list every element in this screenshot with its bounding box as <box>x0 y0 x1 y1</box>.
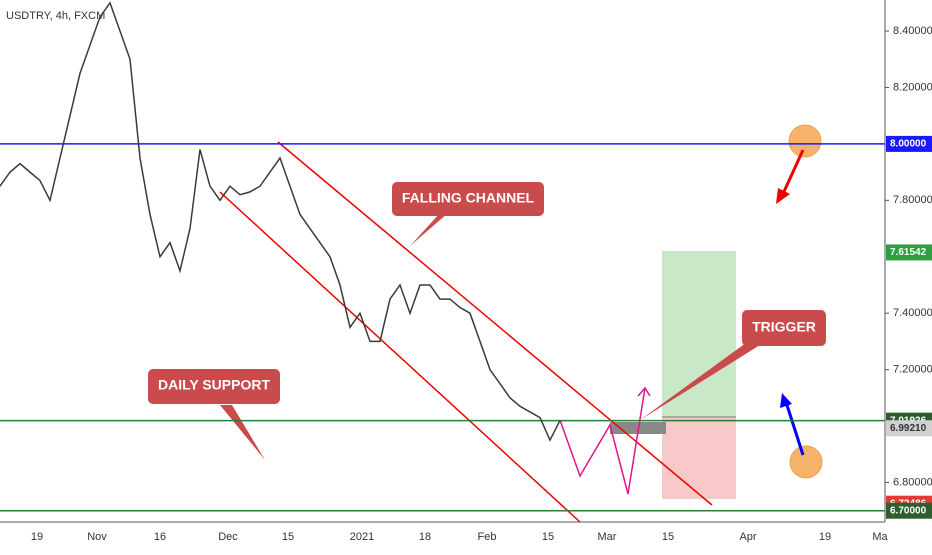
marker-circle <box>789 445 823 479</box>
callout-box <box>148 369 280 404</box>
price-tag <box>886 244 932 261</box>
y-tick-label: 7.80000 <box>893 194 932 206</box>
y-tick-label: 7.40000 <box>893 307 932 319</box>
marker-circle <box>788 124 822 158</box>
arrow-head <box>776 188 790 204</box>
y-tick-label: 8.40000 <box>893 25 932 37</box>
x-tick-label: Apr <box>739 531 756 543</box>
price-tag-label: 7.61542 <box>890 247 927 258</box>
x-tick-label: 19 <box>819 531 831 543</box>
price-tag <box>886 135 932 152</box>
price-tag-label: 8.00000 <box>890 139 927 150</box>
arrow-up <box>784 401 805 456</box>
x-tick-label: 16 <box>154 531 166 543</box>
x-tick-label: 2021 <box>350 531 374 543</box>
channel-upper <box>277 141 713 506</box>
price-tag <box>886 420 932 437</box>
arrow-down <box>780 149 805 197</box>
x-tick-label: Nov <box>87 531 107 543</box>
price-tag-label: 6.70000 <box>890 505 927 516</box>
y-tick-label: 6.80000 <box>893 476 932 488</box>
callout-text: DAILY SUPPORT <box>158 377 270 393</box>
projection <box>559 387 646 495</box>
chart-title: USDTRY, 4h, FXCM <box>6 10 105 22</box>
channel-lower <box>219 191 581 523</box>
x-tick-label: Ma <box>872 531 888 543</box>
price-tag-label: 6.99210 <box>890 423 927 434</box>
callout-pointer <box>220 405 265 460</box>
x-tick-label: 19 <box>31 531 43 543</box>
callout-box <box>742 310 826 346</box>
x-tick-label: 15 <box>542 531 554 543</box>
callout-pointer <box>640 340 760 420</box>
x-tick-label: 15 <box>662 531 674 543</box>
profit-zone <box>662 251 736 417</box>
callout-pointer <box>410 213 448 246</box>
callout-text: TRIGGER <box>752 319 816 335</box>
price-tag <box>886 502 932 519</box>
price-line <box>0 1 561 442</box>
callout-box <box>392 182 544 216</box>
callout-text: FALLING CHANNEL <box>402 190 535 206</box>
x-tick-label: 15 <box>282 531 294 543</box>
x-tick-label: Feb <box>478 531 497 543</box>
x-tick-label: 18 <box>419 531 431 543</box>
projection-arrow <box>637 386 651 397</box>
arrow-head <box>780 393 792 408</box>
y-tick-label: 8.20000 <box>893 81 932 93</box>
loss-zone <box>662 417 736 499</box>
x-tick-label: Mar <box>598 531 617 543</box>
y-tick-label: 7.20000 <box>893 364 932 376</box>
x-tick-label: Dec <box>218 531 238 543</box>
